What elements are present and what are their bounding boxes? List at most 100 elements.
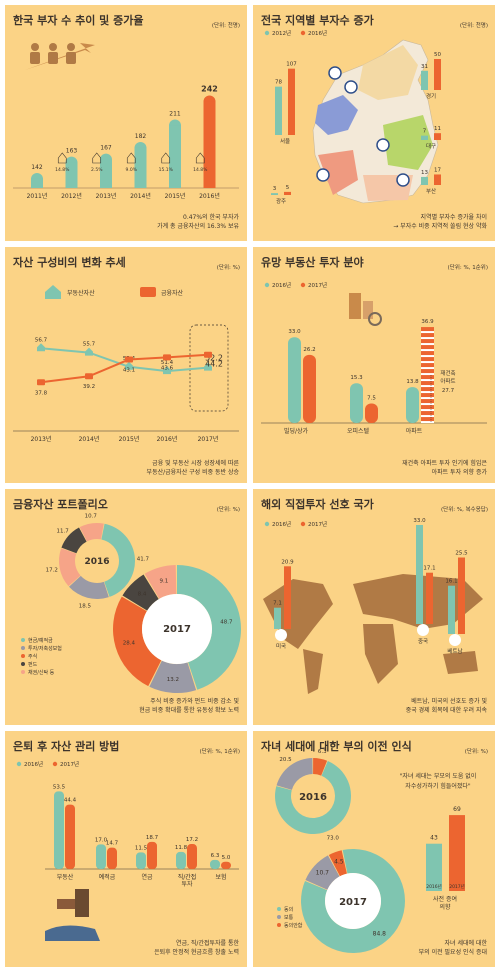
bar-베트남-2016년 xyxy=(448,585,455,634)
bar-value: 211 xyxy=(169,110,181,117)
point-value: 51.4 xyxy=(161,360,174,366)
stripe xyxy=(421,379,434,382)
person-icon xyxy=(31,43,39,51)
donut-hole xyxy=(325,873,381,929)
x-tick: 아파트 xyxy=(406,427,423,435)
bar-부동산-2016년 xyxy=(54,791,64,869)
donut-2016-slice xyxy=(275,760,351,834)
legend-label: 주식 xyxy=(28,653,37,660)
chart-overseas: 2016년 2017년 7.1 20.9 미국 33.0 17.1 중국 16.1 25.5 베트남 xyxy=(263,518,483,694)
legend-dot xyxy=(21,662,25,666)
bar-value: 7.5 xyxy=(367,396,376,402)
donut-center: 2017 xyxy=(163,624,191,635)
legend-dot xyxy=(264,521,270,527)
person-icon xyxy=(30,52,40,64)
region-label: 대구 xyxy=(426,142,436,150)
donut-2016-value: 18.5 xyxy=(79,603,92,609)
point-부동산자산 xyxy=(204,362,212,371)
x-tick: 2015년 xyxy=(165,192,186,200)
point-금융자산 xyxy=(37,379,45,386)
x-tick: 예적금 xyxy=(99,873,116,881)
bar-대구-2016년 xyxy=(434,133,441,140)
bar-body xyxy=(100,159,112,188)
donut-2016-value: 11.7 xyxy=(57,528,70,534)
point-금융자산 xyxy=(163,354,171,361)
bar-value: 107 xyxy=(286,62,297,68)
bar-2016년 xyxy=(426,843,442,891)
bar-label: 의향 xyxy=(439,903,451,911)
bar-2017년 xyxy=(449,815,465,891)
donut-2016-value: 20.5 xyxy=(279,757,292,763)
panel-retirement: 은퇴 후 자산 관리 방법 (단위: %, 1순위) 2016년 2017년 53.… xyxy=(5,731,247,967)
bar-중국-2017년 xyxy=(426,572,433,624)
person-icon xyxy=(66,52,76,64)
house-icon xyxy=(92,152,102,164)
panel-transfer: 자녀 세대에 대한 부의 이전 인식 (단위: %) 73.0 20.5 6.3 20… xyxy=(253,731,495,967)
bar-value: 25.5 xyxy=(455,551,468,557)
panel-title: 자산 구성비의 변화 추세 xyxy=(13,256,126,269)
bar-value: 13 xyxy=(421,170,428,176)
x-tick: 빌딩/상가 xyxy=(284,427,309,435)
flag-icon xyxy=(275,629,287,641)
person-icon xyxy=(48,52,58,64)
x-tick: 2015년 xyxy=(119,435,140,443)
map-south-america xyxy=(303,649,323,694)
donut-center: 2016 xyxy=(299,792,327,803)
chart-rich-count: 142 2011년 163 2012년 167 2013년 182 2014년 211 2015년… xyxy=(13,43,239,200)
bar-미국-2016년 xyxy=(274,607,281,629)
map-gangwon xyxy=(358,45,418,100)
chart-asset-mix: 부동산자산금융자산56.755.752.451.452.237.839.243.… xyxy=(13,285,239,443)
point-금융자산 xyxy=(85,373,93,380)
bar-body xyxy=(65,162,78,188)
stripe xyxy=(421,361,434,364)
bar-value: 11 xyxy=(434,126,441,132)
bar-대구-2012년 xyxy=(421,135,428,140)
point-value: 44.2 xyxy=(205,360,223,369)
legend-label: 2016년 xyxy=(272,281,291,289)
bar-value: 17.2 xyxy=(186,837,198,843)
bar-value: 78 xyxy=(275,80,282,86)
bar-value: 7 xyxy=(423,129,427,135)
donut-2016-slice xyxy=(313,758,328,776)
highlight-box xyxy=(189,324,229,412)
bar-value: 167 xyxy=(100,145,112,152)
donut-2017-value: 28.4 xyxy=(123,641,136,647)
legend-dot xyxy=(52,761,58,767)
map-america xyxy=(263,579,333,649)
panel-title: 금융자산 포트폴리오 xyxy=(13,498,108,511)
map-australia xyxy=(443,651,478,674)
house-icon xyxy=(45,285,61,299)
bar-경기-2012년 xyxy=(421,70,428,90)
donut-2017-value: 9.1 xyxy=(160,579,169,585)
stripe xyxy=(421,349,434,352)
panel-overseas: 해외 직접투자 선호 국가 (단위: %, 복수응답) 2016년 2017년 7.… xyxy=(253,489,495,725)
bar-body xyxy=(31,178,43,188)
note: 연금, 직/간접투자를 통한 은퇴후 안정적 현금흐름 창출 노력 xyxy=(154,940,239,956)
stripe xyxy=(421,373,434,376)
stripe xyxy=(421,343,434,346)
donut-2016-slice xyxy=(59,548,81,587)
x-tick: 2013년 xyxy=(96,192,117,200)
donut-2016-value: 41.7 xyxy=(137,556,150,562)
donut-hole xyxy=(142,594,212,664)
bar-body xyxy=(203,101,216,188)
annotation: 재건축 xyxy=(440,369,455,377)
bar-value: 44.4 xyxy=(64,798,77,804)
bar-예적금-2017년 xyxy=(107,847,117,869)
legend-dot xyxy=(277,915,281,919)
x-tick: 연금 xyxy=(141,873,153,881)
map-gwangju-region xyxy=(318,150,358,195)
donut-2017-slice xyxy=(149,660,197,693)
bar-보험-2017년 xyxy=(221,861,231,869)
map-africa xyxy=(363,624,398,684)
donut-2016-value: 17.2 xyxy=(46,567,58,573)
flag-icon xyxy=(417,624,429,636)
bar-value: 5 xyxy=(286,185,290,191)
bar-경기-2016년 xyxy=(434,59,441,90)
bar-label: 사전 증여 xyxy=(433,895,457,903)
note: 자녀 세대에 대한 부의 이전 필요성 인식 증대 xyxy=(418,940,487,956)
bar-value: 31 xyxy=(421,64,428,70)
house-icon xyxy=(57,152,67,164)
map-seoul-region xyxy=(315,95,358,135)
donut-2016-value: 10.7 xyxy=(85,513,98,519)
